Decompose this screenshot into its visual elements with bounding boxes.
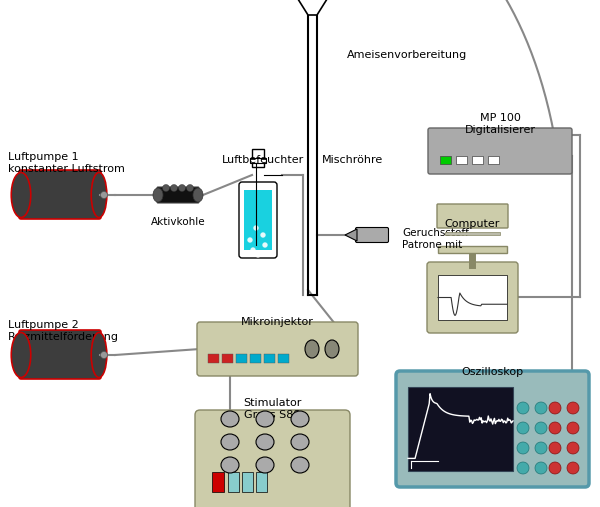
FancyBboxPatch shape xyxy=(197,322,358,376)
Text: Aktivkohle: Aktivkohle xyxy=(151,217,205,227)
Bar xyxy=(208,354,219,363)
Text: Luftbefeuchter: Luftbefeuchter xyxy=(222,155,304,165)
Text: Luftpumpe 1: Luftpumpe 1 xyxy=(8,152,79,162)
Ellipse shape xyxy=(221,434,239,450)
Circle shape xyxy=(187,185,193,192)
Text: Computer: Computer xyxy=(445,219,500,229)
Circle shape xyxy=(170,185,178,192)
Ellipse shape xyxy=(193,188,203,202)
Circle shape xyxy=(535,442,547,454)
Text: Grass S88: Grass S88 xyxy=(244,410,300,420)
Bar xyxy=(472,156,483,164)
Text: Patrone mit: Patrone mit xyxy=(402,240,462,250)
Circle shape xyxy=(248,237,253,242)
Bar xyxy=(264,354,275,363)
Circle shape xyxy=(179,185,185,192)
Circle shape xyxy=(263,242,268,247)
FancyBboxPatch shape xyxy=(195,410,350,507)
Ellipse shape xyxy=(256,457,274,473)
Ellipse shape xyxy=(11,172,31,218)
FancyBboxPatch shape xyxy=(157,187,199,203)
Text: Oszilloskop: Oszilloskop xyxy=(461,367,523,377)
Ellipse shape xyxy=(91,172,107,218)
Text: Mikroinjektor: Mikroinjektor xyxy=(241,317,313,327)
Text: MP 100: MP 100 xyxy=(479,113,520,123)
Bar xyxy=(228,472,239,492)
Text: Digitalisierer: Digitalisierer xyxy=(464,125,536,135)
Text: Reizmittelförderung: Reizmittelförderung xyxy=(8,332,119,342)
Circle shape xyxy=(535,402,547,414)
Circle shape xyxy=(163,185,170,192)
Circle shape xyxy=(567,422,579,434)
Ellipse shape xyxy=(325,340,339,358)
Circle shape xyxy=(549,462,561,474)
Bar xyxy=(456,156,467,164)
Circle shape xyxy=(549,422,561,434)
Bar xyxy=(250,354,261,363)
Circle shape xyxy=(549,402,561,414)
Bar xyxy=(222,354,233,363)
Text: konstanter Luftstrom: konstanter Luftstrom xyxy=(8,164,125,174)
Circle shape xyxy=(549,442,561,454)
Circle shape xyxy=(517,442,529,454)
Ellipse shape xyxy=(221,411,239,427)
FancyBboxPatch shape xyxy=(437,204,508,228)
Ellipse shape xyxy=(91,333,107,378)
Circle shape xyxy=(517,402,529,414)
Circle shape xyxy=(260,233,265,237)
Ellipse shape xyxy=(11,333,31,378)
Circle shape xyxy=(256,252,260,258)
Circle shape xyxy=(101,192,107,199)
Ellipse shape xyxy=(221,457,239,473)
Bar xyxy=(256,472,267,492)
FancyBboxPatch shape xyxy=(355,228,389,242)
Circle shape xyxy=(254,226,259,231)
Ellipse shape xyxy=(153,188,163,202)
FancyBboxPatch shape xyxy=(19,330,101,379)
Circle shape xyxy=(567,402,579,414)
Bar xyxy=(445,232,500,235)
Bar xyxy=(252,149,264,167)
FancyBboxPatch shape xyxy=(428,128,572,174)
FancyBboxPatch shape xyxy=(19,170,101,219)
Ellipse shape xyxy=(256,411,274,427)
Ellipse shape xyxy=(305,340,319,358)
Text: Stimulator: Stimulator xyxy=(243,398,301,408)
Circle shape xyxy=(567,462,579,474)
Ellipse shape xyxy=(256,434,274,450)
Circle shape xyxy=(517,462,529,474)
Circle shape xyxy=(101,351,107,358)
Polygon shape xyxy=(345,229,357,241)
Text: Luftpumpe 2: Luftpumpe 2 xyxy=(8,320,79,330)
Bar xyxy=(242,472,253,492)
Circle shape xyxy=(517,422,529,434)
Bar xyxy=(408,387,513,471)
Bar xyxy=(438,275,507,320)
Bar xyxy=(278,354,289,363)
Bar xyxy=(440,156,451,164)
Ellipse shape xyxy=(291,434,309,450)
Text: Mischröhre: Mischröhre xyxy=(322,155,383,165)
Circle shape xyxy=(535,422,547,434)
Polygon shape xyxy=(286,0,339,15)
FancyBboxPatch shape xyxy=(396,371,589,487)
Text: Ameisenvorbereitung: Ameisenvorbereitung xyxy=(347,50,467,60)
Bar xyxy=(212,472,224,492)
Circle shape xyxy=(535,462,547,474)
Circle shape xyxy=(251,247,256,252)
Circle shape xyxy=(567,442,579,454)
Bar xyxy=(244,190,272,250)
FancyBboxPatch shape xyxy=(427,262,518,333)
Bar xyxy=(250,158,266,163)
Ellipse shape xyxy=(291,457,309,473)
Bar xyxy=(438,246,507,253)
Text: Geruchsstoff: Geruchsstoff xyxy=(402,228,469,238)
Bar xyxy=(488,156,499,164)
FancyBboxPatch shape xyxy=(239,182,277,258)
Ellipse shape xyxy=(291,411,309,427)
Bar xyxy=(236,354,247,363)
